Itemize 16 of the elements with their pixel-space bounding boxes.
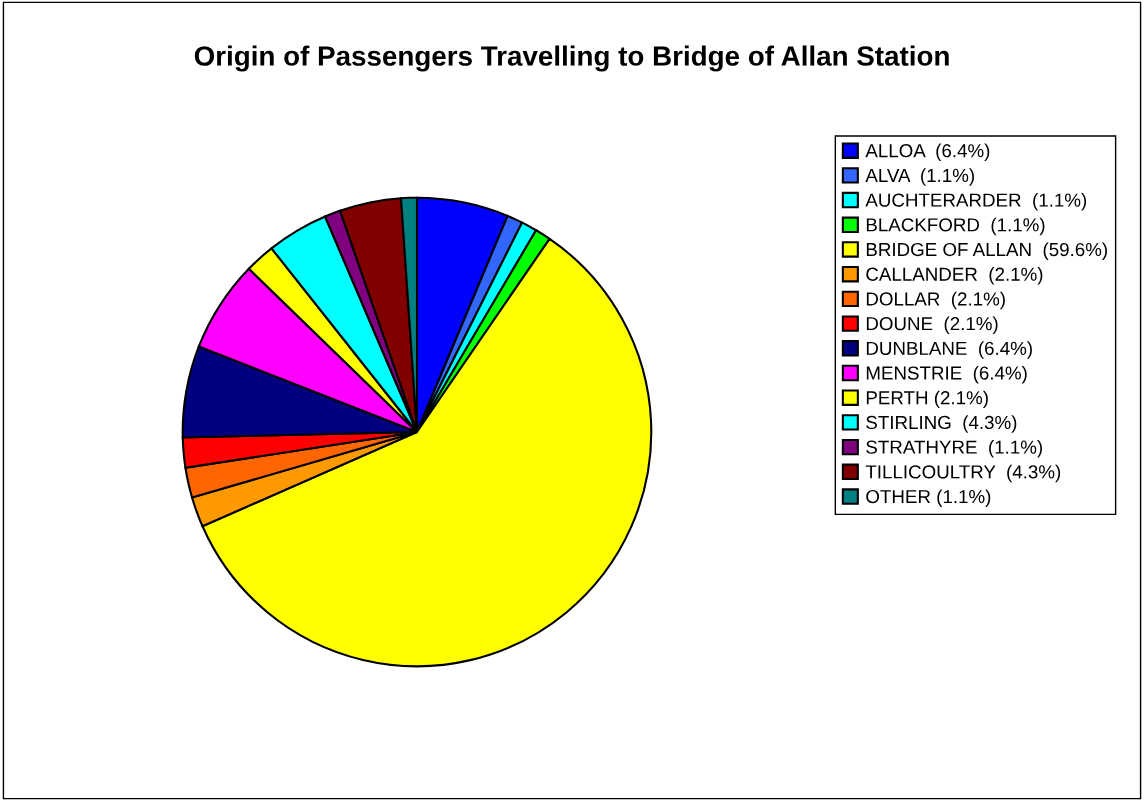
legend-label: BLACKFORD (1.1%) [866,217,1045,236]
chart-title: Origin of Passengers Travelling to Bridge of Allan Station [194,45,949,72]
legend-label: STIRLING (4.3%) [866,415,1017,433]
legend-label: TILLICOULTRY (4.3%) [865,464,1061,483]
legend-label: STRATHYRE (1.1%) [866,440,1042,458]
legend-label: CALLANDER (2.1%) [866,267,1043,285]
legend-label: PERTH (2.1%) [866,390,988,409]
legend-label: DUNBLANE (6.4%) [866,341,1032,359]
legend-label: OTHER (1.1%) [866,489,991,507]
legend-label: BRIDGE OF ALLAN (59.6%) [866,242,1107,260]
legend-label: ALVA (1.1%) [865,168,974,186]
legend-label: DOUNE (2.1%) [866,316,998,334]
legend-label: DOLLAR (2.1%) [866,291,1005,310]
legend-label: AUCHTERARDER (1.1%) [865,193,1087,211]
legend-label: MENSTRIE (6.4%) [866,365,1027,384]
legend-label: ALLOA (6.4%) [865,143,990,162]
